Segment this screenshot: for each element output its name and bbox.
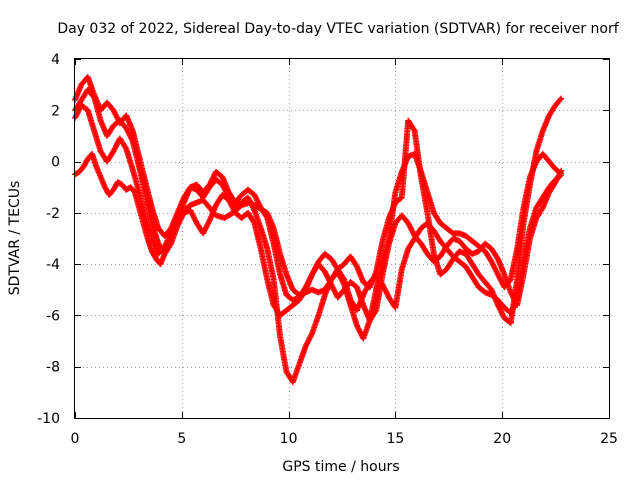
- data-point: [263, 213, 270, 220]
- data-point: [250, 218, 257, 225]
- data-point: [558, 95, 565, 102]
- x-tick-label: 10: [280, 431, 298, 447]
- data-point: [556, 169, 563, 176]
- x-tick-label: 15: [386, 431, 404, 447]
- x-axis-tick-labels: 0 5 10 15 20 25: [71, 431, 618, 447]
- series-trace-d: [72, 73, 565, 327]
- y-tick-label: -6: [46, 308, 60, 324]
- data-series: [72, 73, 565, 386]
- y-tick-label: -8: [46, 360, 60, 376]
- data-point: [557, 170, 564, 177]
- x-tick-label: 20: [493, 431, 511, 447]
- x-tick-label: 5: [177, 431, 186, 447]
- y-axis-tick-labels: 4 2 0 -2 -4 -6 -8 -10: [37, 52, 60, 427]
- y-tick-label: -2: [46, 206, 60, 222]
- y-tick-label: -4: [46, 257, 60, 273]
- y-axis-label: SDTVAR / TECUs: [7, 181, 23, 296]
- chart-title: Day 032 of 2022, Sidereal Day-to-day VTE…: [57, 21, 619, 37]
- x-tick-label: 25: [600, 431, 618, 447]
- plot-frame: [74, 58, 610, 419]
- y-tick-label: -10: [37, 411, 60, 427]
- data-point: [122, 144, 129, 151]
- x-tick-label: 0: [71, 431, 80, 447]
- data-point: [410, 126, 417, 133]
- data-point: [557, 96, 564, 103]
- series-trace-c: [72, 102, 564, 386]
- x-axis-label: GPS time / hours: [282, 459, 399, 475]
- y-tick-label: 2: [51, 103, 60, 119]
- y-tick-label: 0: [51, 155, 60, 171]
- y-tick-label: 4: [51, 52, 60, 68]
